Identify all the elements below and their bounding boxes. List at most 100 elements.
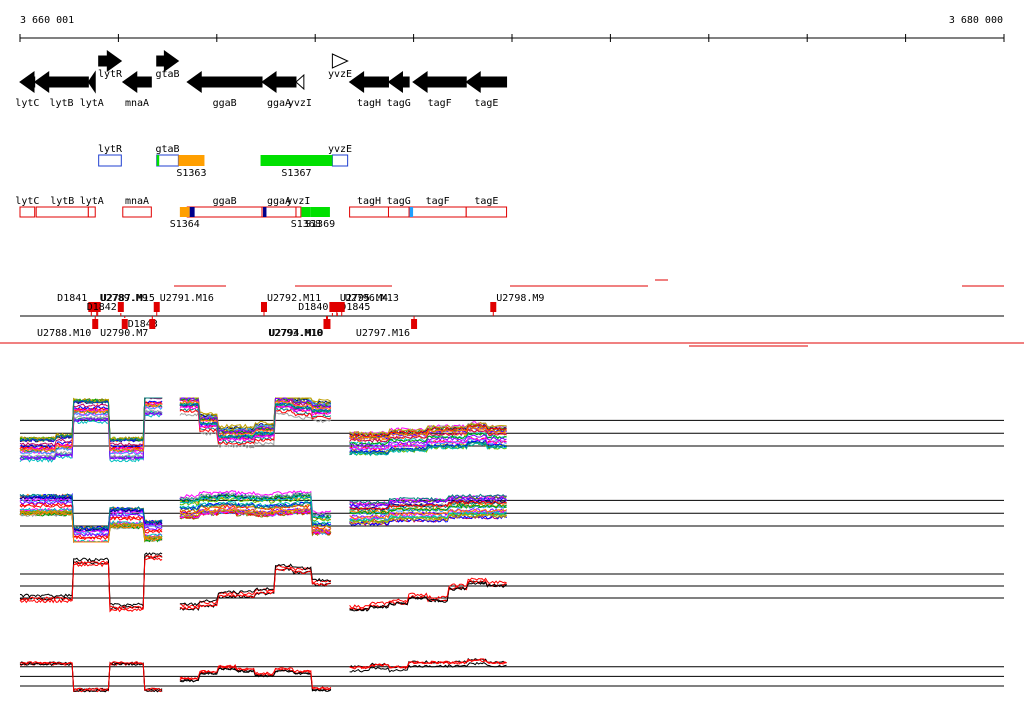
panel-series-line [19,661,163,692]
mapping-label: D1845 [340,302,370,313]
region-feature-label: S1364 [170,219,200,230]
mapping-marker [333,302,340,312]
mapping-marker [94,302,101,312]
region-box-label: yvzI [286,196,310,207]
gene-arrow-mnaA [121,71,152,93]
panel-series-line [349,431,507,446]
mapping-marker [117,302,124,312]
panel-series-line [179,399,332,437]
gene-label-ggaA: ggaA [267,98,291,109]
mapping-marker [92,319,99,329]
mapping-marker [490,302,497,312]
gene-arrow-tagH [348,71,389,93]
region-box-label: tagE [474,196,498,207]
panel-series-line [19,397,163,441]
region-feature-label: S1363 [176,168,206,179]
region-box-mnaA [122,206,152,218]
gene-arrow-tagE [465,71,508,93]
panel-series-line [349,434,507,448]
region-feature [156,155,160,166]
mapping-label: U2790.M7 [100,328,148,339]
region-box-yvzE [331,154,349,167]
mapping-label: U2793.M10 [268,328,322,339]
gene-label-ggaB: ggaB [213,98,237,109]
panel-series-line [19,500,163,537]
region-feature [310,207,330,217]
mapping-label: U2797.M16 [356,328,410,339]
mapping-label: U2794.M10 [269,328,323,339]
panel-series-line [349,510,507,522]
region-feature [263,207,267,217]
mapping-marker [411,319,418,329]
mapping-label: D1842 [87,302,117,313]
panel-series-line [19,397,163,441]
ruler-end-label: 3 680 000 [949,15,1003,26]
panel-series-line [179,664,332,690]
panel-series-line [19,557,163,613]
panel-series-line [19,413,163,463]
panel-series-line [19,397,163,442]
coordinate-ruler: 3 660 001 3 680 000 [19,15,1005,42]
panel-series-line [349,436,507,451]
panel-series-line [179,507,332,532]
region-box-tagE [465,206,508,218]
region-box-lytC [19,206,36,218]
upper-region-track: lytR gtaB yvzE S1363 S1367 [98,144,352,179]
mapping-marker [260,302,267,312]
panel-series-line [179,489,332,515]
mapping-marker [153,302,160,312]
panel-series-line [349,421,507,436]
panel-series-line [179,397,332,434]
panel-series-line [179,563,331,607]
panel-series-line [19,662,163,693]
gene-arrow-yvzI [295,73,305,91]
region-box-label: lytB [50,196,74,207]
gene-label-tagE: tagE [474,98,498,109]
panel-series-line [179,397,332,429]
gene-arrow-tagG [387,71,410,93]
region-box-label: tagH [357,196,381,207]
panel-series-line [349,513,508,525]
panel-series-line [179,405,332,442]
mapping-label: U2792.M11 [267,293,321,304]
mapping-label: D1840 [298,302,328,313]
mapping-marker [149,319,156,329]
region-box-ggaB [186,206,263,218]
gene-label-tagG: tagG [387,98,411,109]
region-feature [178,155,205,166]
region-box-label: ggaA [267,196,291,207]
panel-series-line [19,552,163,608]
panel-series-line [179,409,332,446]
panel-series-line [19,400,163,449]
panel-series-line [19,511,163,543]
region-feature [260,155,333,166]
mapping-marker [338,302,345,312]
gene-arrow-lytA [87,70,96,94]
panel-series-line [19,403,163,452]
panel-series-line [19,502,163,539]
panel-series-line [349,441,507,455]
region-box-tagH [349,206,389,218]
mapping-label: U2796.M13 [345,293,399,304]
panel-series-line [179,564,332,608]
panel-series-line [349,661,507,673]
gene-label-tagH: tagH [357,98,381,109]
mapping-label: U2788.M10 [37,328,91,339]
gene-label-gtaB: gtaB [156,69,180,80]
gene-label-lytA: lytA [80,98,104,109]
gene-label-lytC: lytC [15,98,39,109]
panel-series-line [19,411,163,461]
panel-series-line [179,501,332,528]
gene-arrow-lytR [98,50,123,72]
mapping-marker [324,319,331,329]
panel-series-line [349,503,507,515]
panel-series-line [349,493,507,504]
gene-arrow-lytB [33,71,89,93]
panel-series-line [349,577,507,609]
region-box-label: lytA [80,196,104,207]
region-box-ggaA [261,206,297,218]
mapping-label: U2787.M15 [101,293,155,304]
panel-series-line [19,662,163,693]
panel-series-line [179,567,331,611]
